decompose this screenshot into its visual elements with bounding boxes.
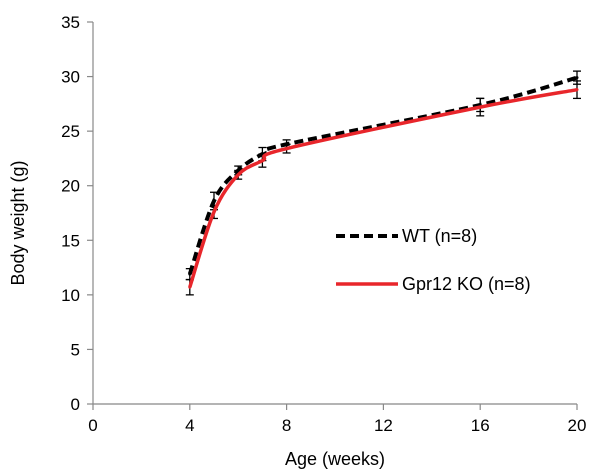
y-tick-label: 20 [61,177,80,196]
x-tick-label: 16 [471,416,490,435]
y-axis: 0 5 10 15 20 25 30 35 [61,13,94,414]
legend-label: WT (n=8) [402,226,477,246]
x-tick-label: 4 [185,416,194,435]
series-gpr12-ko [185,80,581,296]
series-line [187,75,578,275]
data-point [188,272,192,276]
y-axis-title: Body weight (g) [8,160,28,285]
y-tick-label: 5 [71,340,80,359]
y-tick-label: 30 [61,68,80,87]
data-point [575,76,579,80]
data-point [236,173,240,177]
data-point [188,285,192,289]
y-tick-label: 25 [61,122,80,141]
x-tick-label: 12 [374,416,393,435]
data-point [478,105,482,109]
data-point [212,199,216,203]
data-point [575,88,579,92]
x-tick-label: 20 [568,416,587,435]
legend: WT (n=8) Gpr12 KO (n=8) [336,226,531,294]
series-line [188,87,578,288]
x-axis: 0 4 8 12 16 20 [88,403,587,435]
y-tick-label: 35 [61,13,80,32]
x-axis-title: Age (weeks) [285,449,385,469]
series-wt [185,70,581,281]
y-tick-label: 10 [61,286,80,305]
x-tick-label: 0 [88,416,97,435]
data-point [285,147,289,151]
legend-label: Gpr12 KO (n=8) [402,274,531,294]
y-tick-label: 15 [61,231,80,250]
y-tick-label: 0 [71,395,80,414]
data-point [260,159,264,163]
plot-area [185,70,581,296]
data-point [212,210,216,214]
x-tick-label: 8 [282,416,291,435]
